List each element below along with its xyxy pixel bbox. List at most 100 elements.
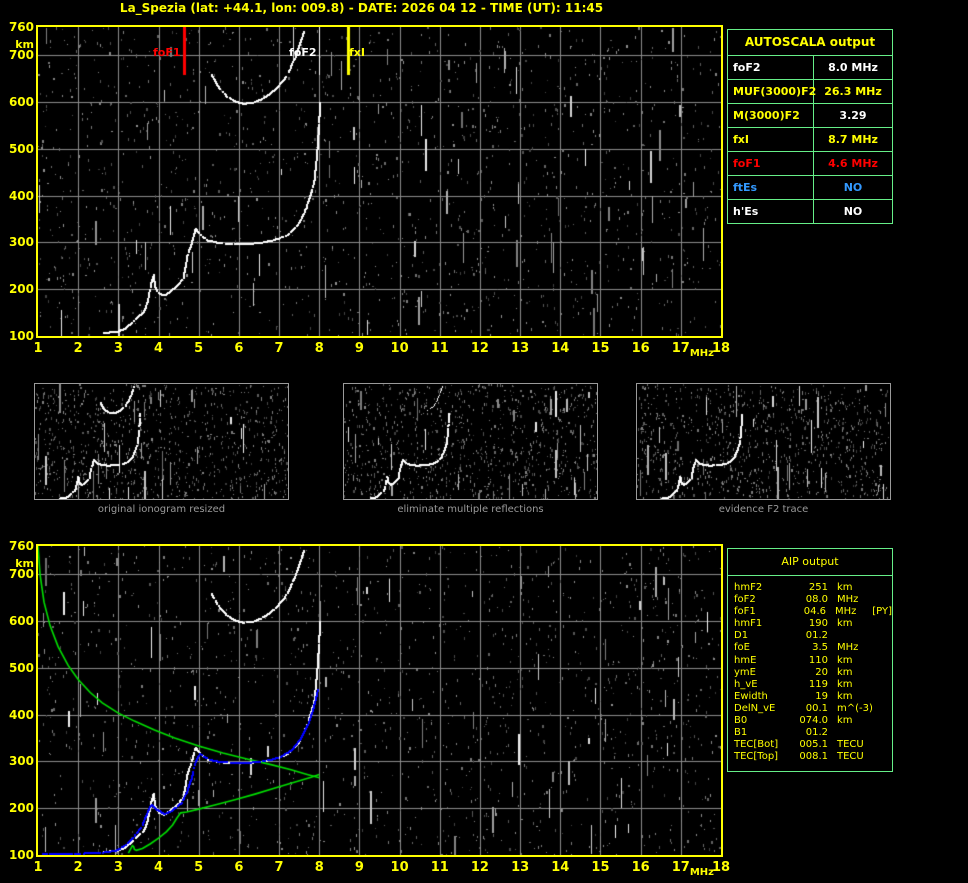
aip-param-name: hmE bbox=[734, 654, 757, 666]
aip-row: h_vE 119 km bbox=[734, 679, 892, 691]
aip-param-value: 119 bbox=[808, 678, 828, 690]
aip-param-flag bbox=[871, 618, 875, 630]
aip-row: foE 3.5 MHz bbox=[734, 642, 892, 654]
thumbnail-image-original[interactable] bbox=[34, 383, 289, 500]
x-tick-label: 16 bbox=[631, 860, 650, 875]
aip-param-unit: TECU bbox=[837, 751, 864, 763]
y-tick-label: 760 bbox=[8, 20, 34, 34]
marker-label-fof1: foF1 bbox=[153, 46, 181, 59]
aip-param-flag bbox=[871, 582, 875, 594]
aip-row: Ewidth 19 km bbox=[734, 691, 892, 703]
x-tick-label: 7 bbox=[274, 860, 284, 875]
aip-param-name: ymE bbox=[734, 666, 756, 678]
thumbnail-caption: original ionogram resized bbox=[97, 504, 226, 515]
x-tick-label: 5 bbox=[194, 341, 204, 356]
x-tick-label: 9 bbox=[354, 860, 364, 875]
y-tick-label: 400 bbox=[8, 707, 34, 722]
aip-param-value: 20 bbox=[815, 666, 828, 678]
aip-rows: hmF2 251 km foF2 08.0 MHz foF1 04.6 MHz [PY] hmF1 1… bbox=[728, 576, 892, 771]
x-tick-label: 10 bbox=[390, 341, 409, 356]
x-tick-label: 8 bbox=[314, 860, 324, 875]
x-tick-label: 8 bbox=[314, 341, 324, 356]
aip-param-name: TEC[Top] bbox=[734, 751, 779, 763]
aip-param-name: B1 bbox=[734, 727, 748, 739]
autoscala-row: foF2 8.0 MHz bbox=[728, 56, 892, 80]
aip-param-unit: TECU bbox=[837, 739, 864, 751]
autoscala-param-value: 3.29 bbox=[839, 109, 867, 122]
y-tick-label: 100 bbox=[8, 848, 34, 862]
aip-param-flag bbox=[871, 642, 875, 654]
x-axis-unit-label: MHz bbox=[689, 867, 714, 878]
x-tick-label: 7 bbox=[274, 341, 284, 356]
aip-row: hmF2 251 km bbox=[734, 582, 892, 594]
aip-param-unit: MHz bbox=[837, 594, 859, 606]
aip-row: ymE 20 km bbox=[734, 667, 892, 679]
aip-param-flag bbox=[871, 703, 875, 715]
autoscala-param-name: h'Es bbox=[728, 200, 814, 223]
aip-row: D1 01.2 bbox=[734, 630, 892, 642]
y-tick-label: 100 bbox=[8, 329, 34, 343]
x-tick-label: 1 bbox=[33, 860, 43, 875]
aip-param-value: 005.1 bbox=[799, 739, 828, 751]
aip-param-name: hmF1 bbox=[734, 618, 763, 630]
aip-param-name: D1 bbox=[734, 630, 749, 642]
aip-param-value: 08.0 bbox=[805, 594, 828, 606]
autoscala-param-name: M(3000)F2 bbox=[728, 104, 814, 127]
x-tick-label: 3 bbox=[113, 341, 123, 356]
aip-row: foF1 04.6 MHz [PY] bbox=[734, 606, 892, 618]
autoscala-param-value: 4.6 MHz bbox=[828, 157, 878, 170]
autoscala-param-value: NO bbox=[843, 181, 863, 194]
thumbnail-image-f2only[interactable] bbox=[636, 383, 891, 500]
x-tick-label: 12 bbox=[470, 860, 489, 875]
autoscala-param-name: ftEs bbox=[728, 176, 814, 199]
aip-param-value: 00.1 bbox=[805, 702, 828, 714]
autoscala-row: MUF(3000)F2 26.3 MHz bbox=[728, 80, 892, 104]
autoscala-row: h'Es NO bbox=[728, 200, 892, 223]
x-tick-label: 4 bbox=[153, 341, 164, 356]
aip-param-name: hmF2 bbox=[734, 582, 763, 593]
x-tick-label: 17 bbox=[671, 860, 690, 875]
aip-param-value: 3.5 bbox=[812, 642, 828, 654]
y-tick-label: 600 bbox=[8, 94, 34, 109]
x-tick-label: 15 bbox=[591, 341, 610, 356]
x-tick-label: 18 bbox=[711, 860, 731, 875]
aip-row: TEC[Bot] 005.1 TECU bbox=[734, 739, 892, 751]
x-tick-label: 6 bbox=[234, 341, 244, 356]
aip-param-name: B0 bbox=[734, 715, 748, 727]
x-tick-label: 6 bbox=[234, 860, 244, 875]
marker-label-fof2: foF2 bbox=[289, 46, 317, 59]
aip-param-name: h_vE bbox=[734, 678, 758, 690]
x-tick-label: 12 bbox=[470, 341, 489, 356]
aip-param-unit: MHz bbox=[837, 642, 859, 654]
x-axis-unit-label: MHz bbox=[689, 348, 714, 359]
autoscala-param-name: MUF(3000)F2 bbox=[728, 80, 816, 103]
aip-output-table: AIP output hmF2 251 km foF2 08.0 MHz foF1 04.6 M… bbox=[727, 548, 893, 773]
ionogram-plot-area[interactable] bbox=[36, 25, 723, 338]
thumbnail-caption: evidence F2 trace bbox=[718, 504, 809, 515]
aip-param-unit: km bbox=[837, 666, 853, 678]
thumbnail-image-nomultiple[interactable] bbox=[343, 383, 598, 500]
autoscala-row: fxI 8.7 MHz bbox=[728, 128, 892, 152]
aip-param-unit bbox=[828, 630, 871, 642]
x-tick-label: 9 bbox=[354, 341, 364, 356]
aip-param-value: 01.2 bbox=[805, 727, 828, 739]
x-tick-label: 14 bbox=[551, 341, 570, 356]
aip-param-unit: km bbox=[837, 678, 853, 690]
x-tick-label: 14 bbox=[551, 860, 570, 875]
autoscala-row: foF1 4.6 MHz bbox=[728, 152, 892, 176]
aip-param-name: DelN_vE bbox=[734, 702, 776, 714]
aip-plot-area[interactable] bbox=[36, 544, 723, 857]
x-tick-label: 3 bbox=[113, 860, 123, 875]
autoscala-param-value: 8.0 MHz bbox=[828, 61, 878, 74]
x-tick-label: 1 bbox=[33, 341, 43, 356]
y-tick-label: 500 bbox=[8, 141, 34, 156]
x-tick-label: 13 bbox=[511, 860, 530, 875]
aip-param-value: 190 bbox=[808, 618, 828, 630]
aip-row: hmF1 190 km bbox=[734, 618, 892, 630]
x-tick-label: 18 bbox=[711, 341, 731, 356]
aip-row: DelN_vE 00.1 m^(-3) bbox=[734, 703, 892, 715]
aip-param-name: TEC[Bot] bbox=[734, 739, 779, 751]
aip-row: TEC[Top] 008.1 TECU bbox=[734, 751, 892, 763]
aip-param-name: Ewidth bbox=[734, 690, 768, 702]
x-tick-label: 11 bbox=[430, 341, 449, 356]
